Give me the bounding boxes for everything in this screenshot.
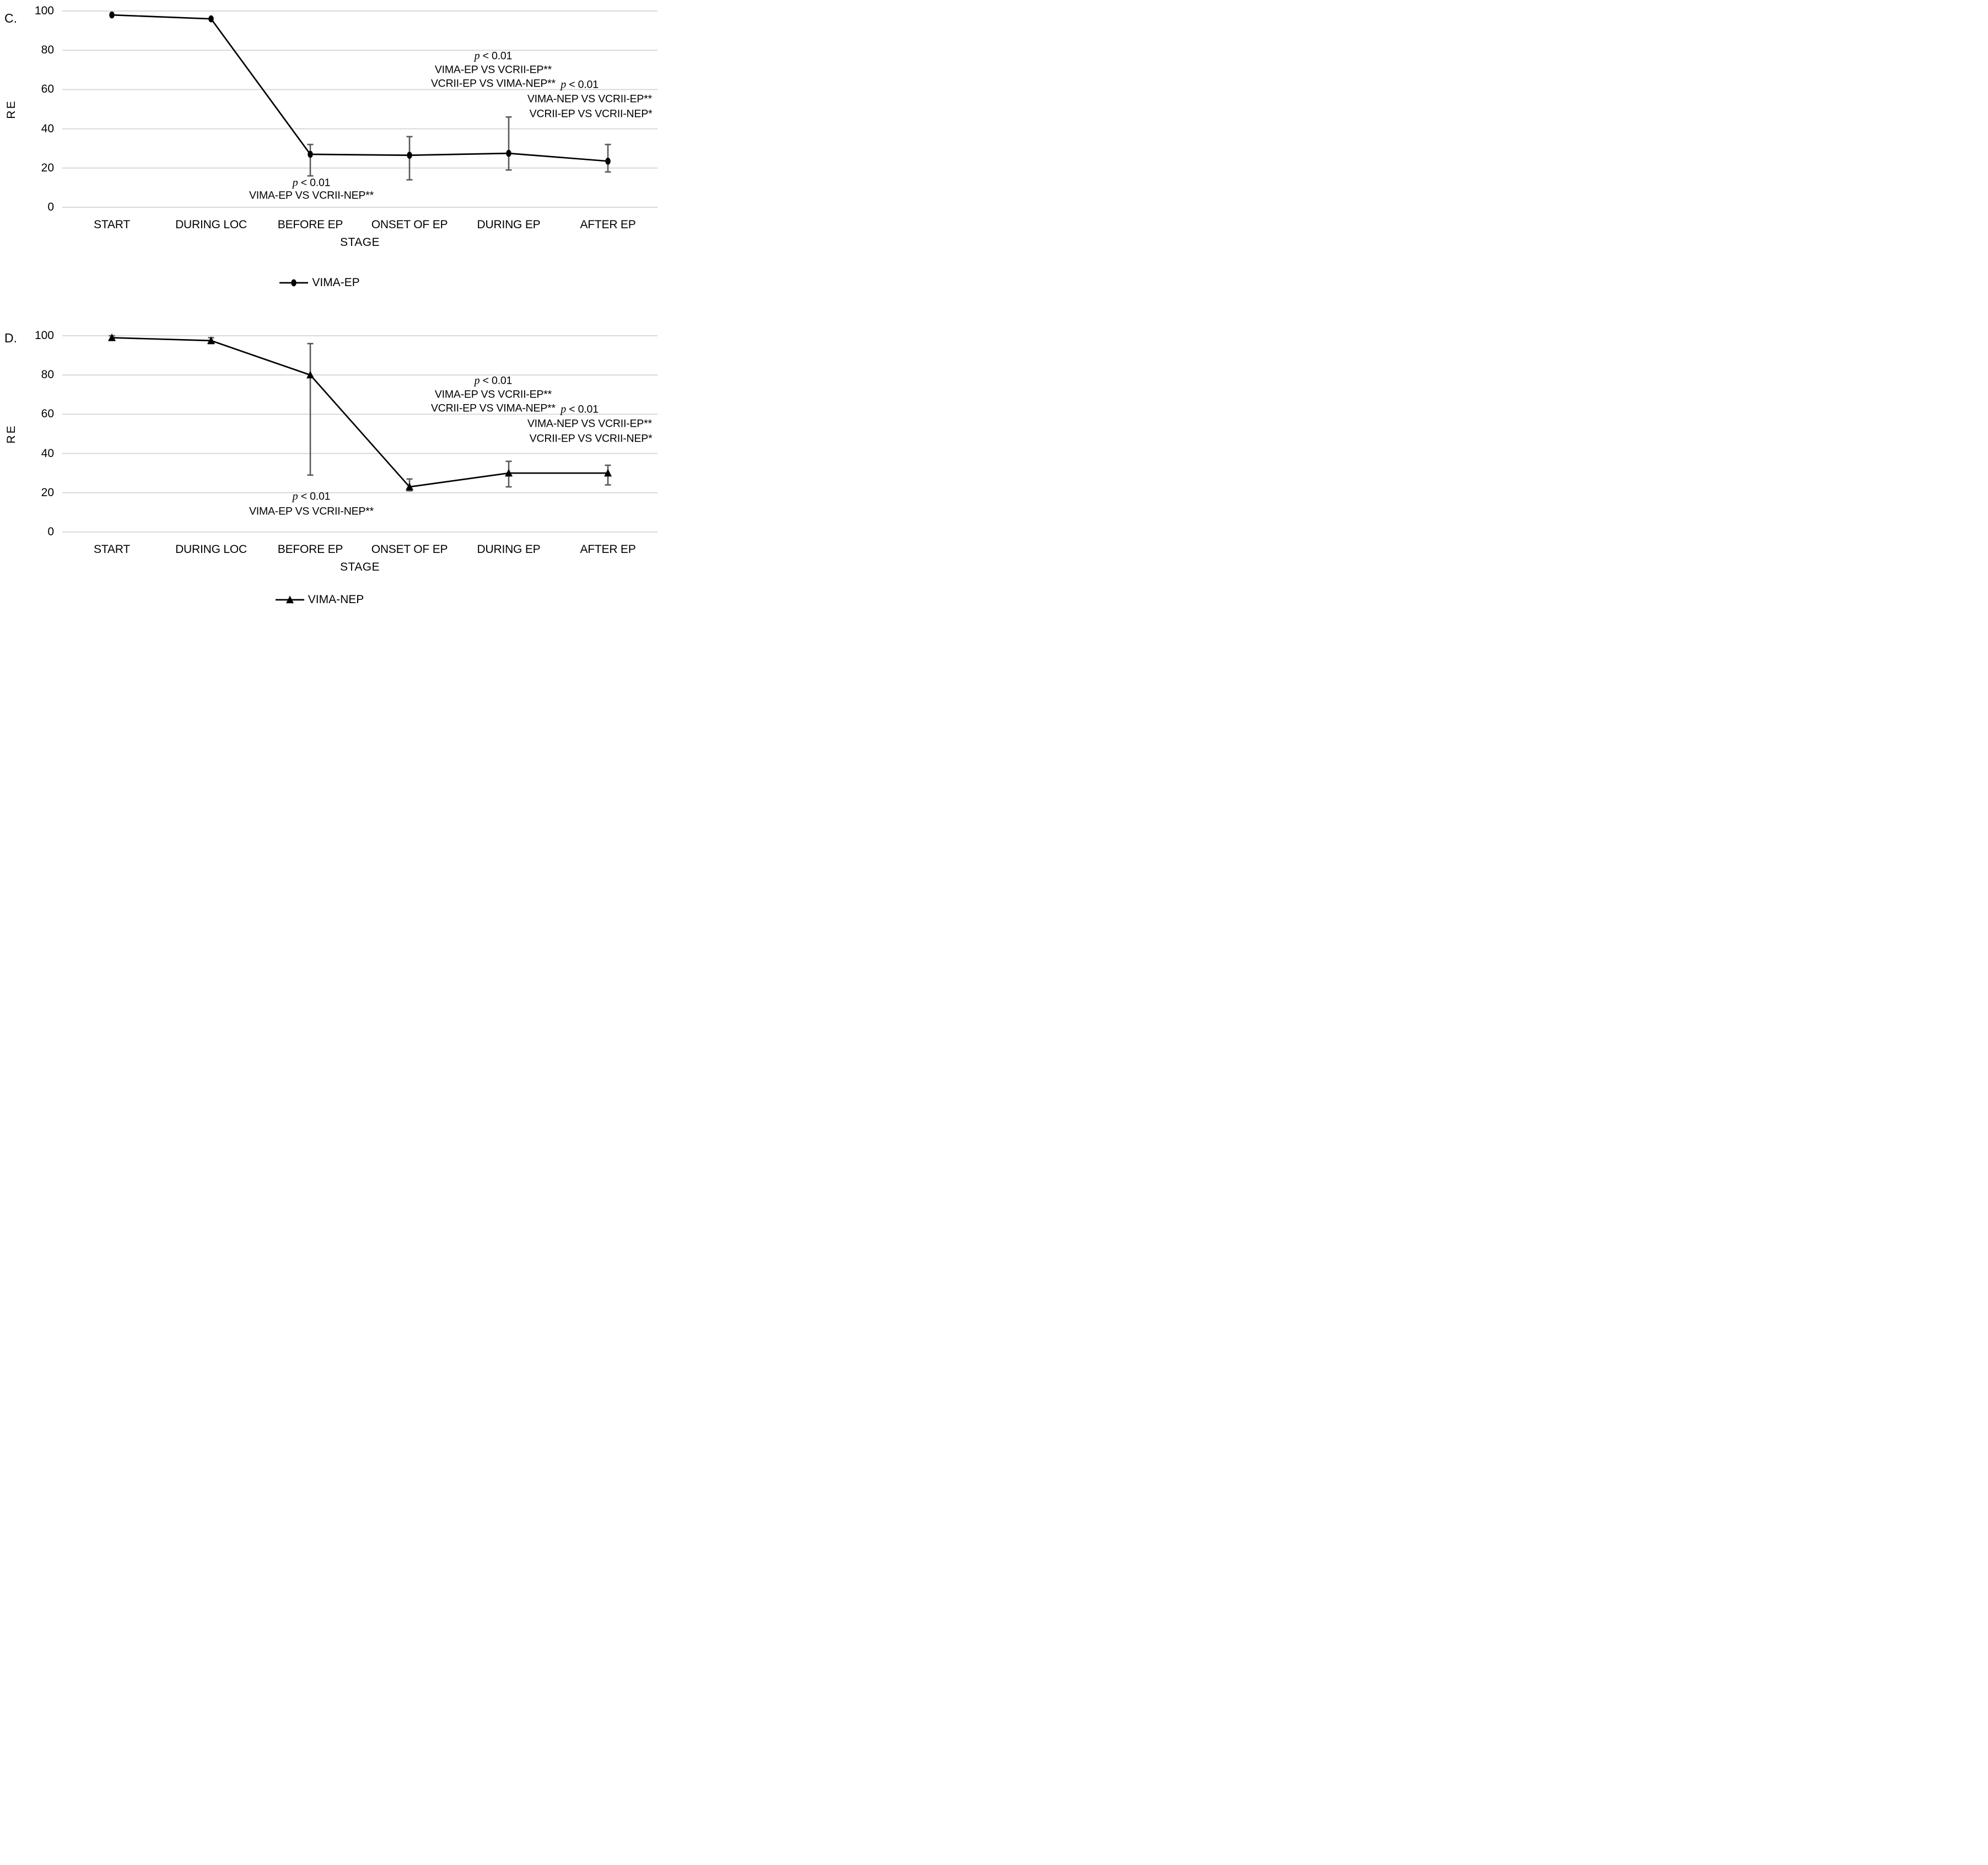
y-tick-label: 100: [34, 4, 54, 17]
triangle-legend-glyph: [275, 595, 304, 604]
y-tick-label: 0: [47, 525, 54, 538]
y-axis-title: RE: [5, 99, 18, 119]
legend: VIMA-NEP: [0, 593, 639, 606]
significance-annotation: VIMA-EP VS VCRII-EP**: [434, 388, 552, 401]
series-line: [111, 14, 608, 162]
legend: VIMA-EP: [0, 276, 639, 289]
significance-annotation: p < 0.01: [474, 374, 513, 387]
data-point-circle: [407, 152, 412, 159]
significance-annotation: p < 0.01: [474, 50, 513, 62]
significance-annotation: VCRII-EP VS VCRII-NEP*: [529, 432, 653, 445]
x-tick-label: DURING LOC: [175, 543, 247, 556]
significance-annotation: VIMA-EP VS VCRII-EP**: [434, 63, 552, 76]
significance-annotation: VCRII-EP VS VIMA-NEP**: [430, 402, 556, 415]
x-tick-label: DURING EP: [477, 218, 541, 231]
legend-label: VIMA-EP: [312, 276, 360, 289]
y-tick-label: 80: [41, 368, 54, 381]
legend-line-circle-marker: [279, 276, 309, 289]
error-bar: [307, 342, 314, 476]
significance-annotation: p < 0.01: [561, 403, 599, 415]
significance-annotation: VCRII-EP VS VIMA-NEP**: [430, 77, 556, 90]
significance-annotation: p < 0.01: [292, 490, 331, 503]
y-tick-label: 100: [34, 329, 54, 342]
x-tick-label: DURING LOC: [175, 218, 247, 231]
y-tick-label: 40: [41, 447, 54, 460]
significance-annotation: VIMA-NEP VS VCRII-EP**: [527, 417, 652, 430]
significance-annotation: VIMA-NEP VS VCRII-EP**: [527, 93, 652, 105]
figure-page: C. RE STAGE VIMA-EP 0 20 40 60 80 100 START DUR…: [0, 0, 662, 622]
error-bar: [505, 116, 512, 171]
y-tick-label: 40: [41, 122, 54, 135]
significance-annotation: VCRII-EP VS VCRII-NEP*: [529, 108, 653, 120]
legend-label: VIMA-NEP: [308, 593, 364, 606]
x-tick-label: START: [94, 218, 130, 231]
y-tick-label: 0: [47, 201, 54, 213]
error-bar: [307, 143, 314, 177]
data-point-triangle: [306, 370, 314, 379]
x-axis-title: STAGE: [340, 236, 380, 249]
data-point-circle: [308, 151, 313, 158]
x-tick-label: BEFORE EP: [277, 543, 343, 556]
legend-line-triangle-marker: [275, 593, 304, 606]
data-point-circle: [605, 157, 611, 165]
significance-annotation: VIMA-EP VS VCRII-NEP**: [249, 505, 374, 518]
x-tick-label: BEFORE EP: [277, 218, 343, 231]
x-tick-label: AFTER EP: [580, 218, 636, 231]
x-tick-label: ONSET OF EP: [371, 543, 448, 556]
x-tick-label: AFTER EP: [580, 543, 636, 556]
panel-label-c: C.: [4, 11, 17, 25]
data-point-triangle: [207, 336, 215, 345]
significance-annotation: VIMA-EP VS VCRII-NEP**: [249, 189, 374, 202]
x-tick-label: ONSET OF EP: [371, 218, 448, 231]
significance-annotation: p < 0.01: [561, 78, 599, 90]
series-line: [111, 337, 608, 488]
x-tick-label: DURING EP: [477, 543, 541, 556]
data-point-triangle: [505, 469, 513, 477]
y-tick-label: 60: [41, 407, 54, 421]
data-point-triangle: [406, 482, 413, 491]
x-tick-label: START: [94, 543, 130, 556]
data-point-triangle: [108, 333, 116, 341]
y-tick-label: 80: [41, 44, 54, 57]
y-tick-label: 20: [41, 161, 54, 174]
x-axis-title: STAGE: [340, 561, 380, 573]
data-point-circle: [506, 149, 511, 157]
plot-area: [62, 10, 658, 208]
circle-legend-glyph: [279, 279, 309, 287]
y-axis-title: RE: [5, 424, 18, 444]
plot-area: [62, 333, 658, 533]
y-tick-label: 60: [41, 83, 54, 96]
significance-annotation: p < 0.01: [292, 176, 331, 189]
data-point-circle: [208, 15, 214, 23]
y-tick-label: 20: [41, 486, 54, 499]
data-point-triangle: [604, 469, 612, 477]
panel-label-d: D.: [4, 331, 17, 345]
data-point-circle: [109, 11, 115, 19]
